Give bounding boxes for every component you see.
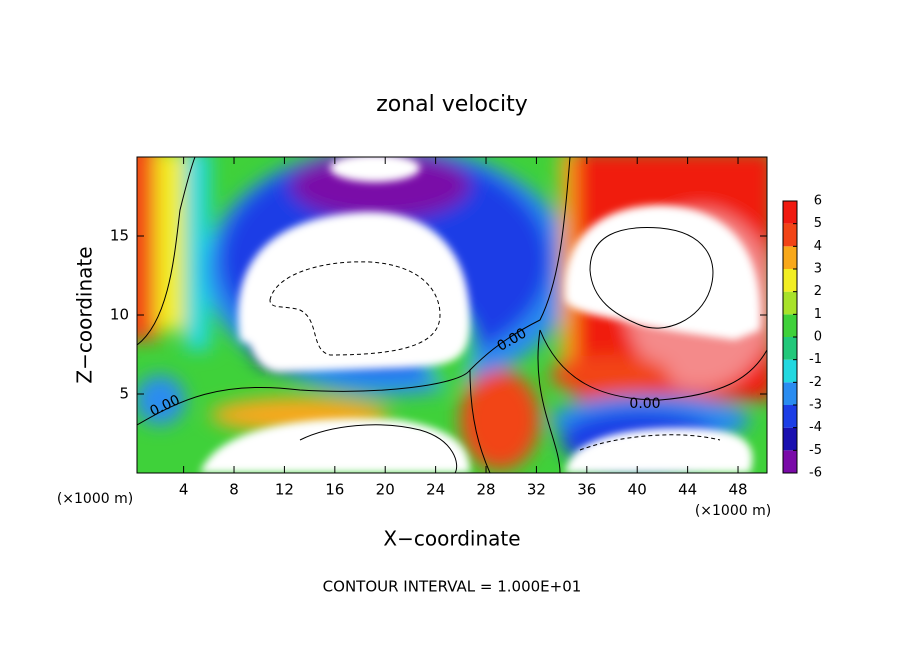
colorbar-label: 3 <box>814 262 822 277</box>
x-tick-label: 24 <box>426 481 445 499</box>
chart-title: zonal velocity <box>376 92 528 117</box>
x-tick-label: 48 <box>728 481 747 499</box>
x-tick-label: 40 <box>628 481 647 499</box>
colorbar-label: 2 <box>814 284 822 299</box>
y-axis-label: Z−coordinate <box>73 246 97 383</box>
colorbar-label: -3 <box>809 398 822 413</box>
x-tick-label: 28 <box>476 481 495 499</box>
colorbar-band <box>783 450 797 473</box>
colorbar-band <box>783 291 797 315</box>
colorbar-label: 5 <box>814 216 822 231</box>
colorbar-label: 1 <box>814 307 822 322</box>
x-tick-label: 16 <box>325 481 344 499</box>
x-axis-label: X−coordinate <box>383 527 520 551</box>
x-tick-label: 20 <box>376 481 395 499</box>
colorbar-label: 4 <box>814 239 822 254</box>
colorbar-label: 6 <box>814 194 822 209</box>
colorbar-band <box>783 246 797 269</box>
x-unit: (×1000 m) <box>695 503 771 519</box>
y-tick-label: 5 <box>119 385 129 403</box>
x-tick-label: 8 <box>229 481 239 499</box>
x-tick-label: 44 <box>678 481 697 499</box>
y-tick-label: 10 <box>110 306 129 324</box>
x-tick-label: 12 <box>275 481 294 499</box>
x-tick-label: 36 <box>577 481 596 499</box>
colorbar-label: -6 <box>809 466 822 481</box>
y-unit: (×1000 m) <box>57 491 133 507</box>
colorbar-band <box>783 382 797 405</box>
colorbar-band <box>783 427 797 451</box>
colorbar-band <box>783 314 797 337</box>
x-tick-label: 4 <box>179 481 189 499</box>
colorbar-band <box>783 223 797 247</box>
colorbar-label: -4 <box>809 420 822 435</box>
colorbar-band <box>783 269 797 292</box>
colorbar-label: -5 <box>809 443 822 458</box>
field <box>137 157 767 473</box>
colorbar-label: -1 <box>809 352 822 367</box>
contour-label: 0.00 <box>629 396 660 412</box>
colorbar-band <box>783 359 797 383</box>
colorbar-label: 0 <box>814 330 822 345</box>
colorbar-band <box>783 201 797 224</box>
y-tick-label: 15 <box>110 227 129 245</box>
colorbar-band <box>783 405 797 428</box>
footnote: CONTOUR INTERVAL = 1.000E+01 <box>323 578 582 596</box>
colorbar-band <box>783 337 797 360</box>
x-tick-label: 32 <box>527 481 546 499</box>
colorbar-label: -2 <box>809 375 822 390</box>
